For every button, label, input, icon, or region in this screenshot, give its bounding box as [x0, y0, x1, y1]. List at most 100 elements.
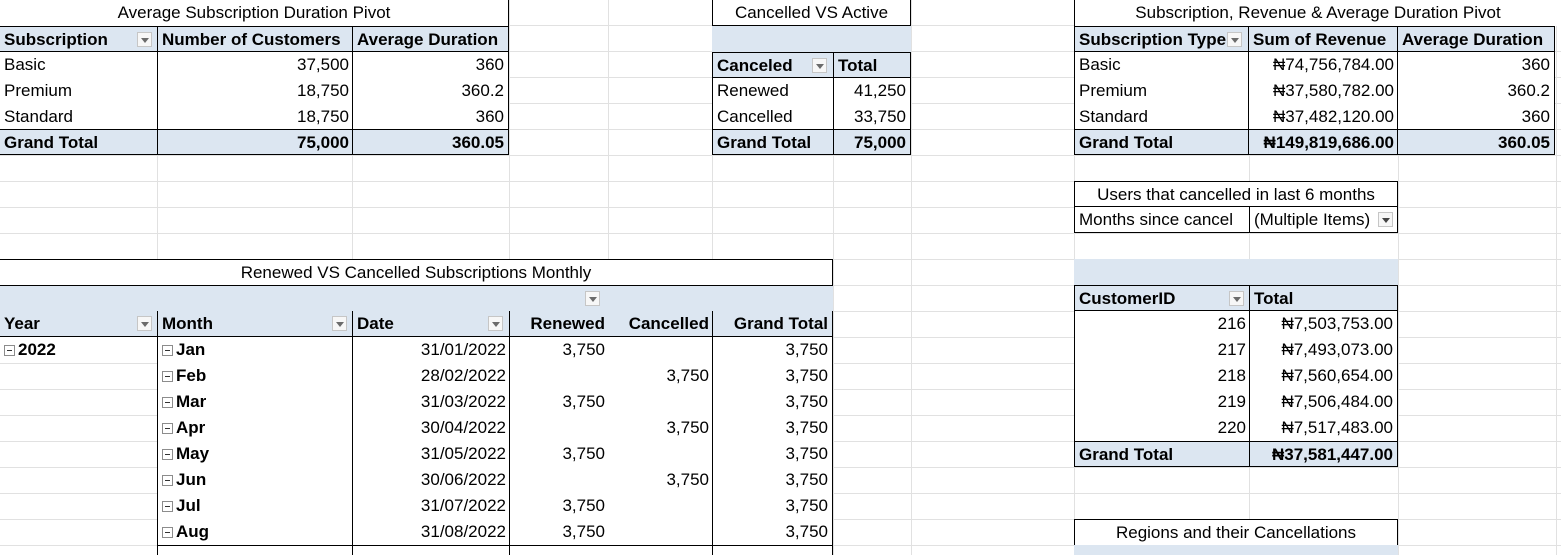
- month-row-label[interactable]: Jun: [157, 467, 353, 493]
- column-header-month[interactable]: Month: [157, 311, 353, 337]
- value-cell[interactable]: ₦7,493,073.00: [1249, 337, 1398, 363]
- date-cell[interactable]: 31/08/2022: [352, 519, 510, 545]
- filter-dropdown-icon[interactable]: [332, 316, 347, 331]
- column-header-sum-of-revenue[interactable]: Sum of Revenue: [1248, 26, 1398, 52]
- row-label[interactable]: Basic: [0, 52, 158, 78]
- date-cell[interactable]: 31/03/2022: [352, 389, 510, 415]
- value-cell[interactable]: [509, 415, 609, 441]
- date-cell[interactable]: 30/06/2022: [352, 467, 510, 493]
- value-cell[interactable]: [608, 493, 713, 519]
- filter-dropdown-icon[interactable]: [1227, 32, 1242, 47]
- filter-dropdown-icon[interactable]: [1229, 291, 1244, 306]
- grand-total-value[interactable]: ₦149,819,686.00: [1248, 129, 1398, 155]
- value-cell[interactable]: 360: [352, 104, 509, 130]
- column-header-subscription-type[interactable]: Subscription Type: [1074, 26, 1249, 52]
- grand-total-value[interactable]: 360.05: [352, 129, 509, 155]
- collapse-icon[interactable]: [4, 345, 15, 356]
- row-label[interactable]: Premium: [0, 78, 158, 104]
- date-cell[interactable]: 31/01/2022: [352, 337, 510, 363]
- row-label[interactable]: Basic: [1074, 52, 1249, 78]
- month-row-label[interactable]: Aug: [157, 519, 353, 545]
- value-cell[interactable]: 3,750: [509, 519, 609, 545]
- value-cell[interactable]: 3,750: [608, 467, 713, 493]
- month-row-label[interactable]: Mar: [157, 389, 353, 415]
- value-cell[interactable]: 3,750: [509, 389, 609, 415]
- value-cell[interactable]: 360.2: [1397, 78, 1555, 104]
- grand-total-value[interactable]: 75,000: [833, 129, 911, 155]
- column-header-cancelled[interactable]: Cancelled: [608, 311, 713, 337]
- value-cell[interactable]: 360: [1397, 104, 1555, 130]
- value-cell[interactable]: 3,750: [712, 467, 833, 493]
- column-header-renewed[interactable]: Renewed: [509, 311, 609, 337]
- filter-applied-icon[interactable]: [1378, 212, 1393, 227]
- column-header-average-duration[interactable]: Average Duration: [352, 26, 509, 52]
- value-cell[interactable]: [608, 519, 713, 545]
- column-header-date[interactable]: Date: [352, 311, 510, 337]
- grand-total-label[interactable]: Grand Total: [1074, 129, 1249, 155]
- collapse-icon[interactable]: [162, 371, 173, 382]
- filter-dropdown-icon[interactable]: [137, 316, 152, 331]
- report-filter-label[interactable]: Months since cancel: [1074, 207, 1250, 233]
- filter-dropdown-icon[interactable]: [488, 316, 503, 331]
- value-cell[interactable]: [509, 467, 609, 493]
- value-cell[interactable]: ₦7,503,753.00: [1249, 311, 1398, 337]
- value-cell[interactable]: 37,500: [157, 52, 353, 78]
- date-cell[interactable]: 30/04/2022: [352, 415, 510, 441]
- column-header-average-duration[interactable]: Average Duration: [1397, 26, 1555, 52]
- grand-total-label[interactable]: Grand Total: [0, 129, 158, 155]
- value-cell[interactable]: ₦7,560,654.00: [1249, 363, 1398, 389]
- value-cell[interactable]: ₦74,756,784.00: [1248, 52, 1398, 78]
- row-label[interactable]: Cancelled: [712, 104, 834, 130]
- value-cell[interactable]: 3,750: [509, 441, 609, 467]
- value-cell[interactable]: 41,250: [833, 78, 911, 104]
- filter-dropdown-icon[interactable]: [812, 58, 827, 73]
- row-label[interactable]: Standard: [0, 104, 158, 130]
- column-header-customers[interactable]: Number of Customers: [157, 26, 353, 52]
- collapse-icon[interactable]: [162, 449, 173, 460]
- value-cell[interactable]: 360.2: [352, 78, 509, 104]
- column-header-subscription[interactable]: Subscription: [0, 26, 158, 52]
- value-cell[interactable]: [509, 545, 609, 555]
- value-cell[interactable]: [608, 441, 713, 467]
- month-row-label[interactable]: May: [157, 441, 353, 467]
- value-cell[interactable]: [608, 389, 713, 415]
- collapse-icon[interactable]: [162, 423, 173, 434]
- month-row-label[interactable]: Jan: [157, 337, 353, 363]
- column-header-customer-id[interactable]: CustomerID: [1074, 285, 1250, 311]
- month-row-label[interactable]: Feb: [157, 363, 353, 389]
- value-cell[interactable]: 3,750: [712, 363, 833, 389]
- value-cell[interactable]: 33,750: [833, 104, 911, 130]
- row-label[interactable]: 220: [1074, 415, 1250, 441]
- value-cell[interactable]: 3,750: [712, 389, 833, 415]
- value-cell[interactable]: ₦37,580,782.00: [1248, 78, 1398, 104]
- value-cell[interactable]: 360: [1397, 52, 1555, 78]
- value-cell[interactable]: 3,750: [712, 441, 833, 467]
- value-cell[interactable]: [509, 363, 609, 389]
- date-cell[interactable]: 31/05/2022: [352, 441, 510, 467]
- grand-total-label[interactable]: Grand Total: [712, 129, 834, 155]
- value-cell[interactable]: 18,750: [157, 78, 353, 104]
- column-header-total[interactable]: Total: [833, 52, 911, 78]
- collapse-icon[interactable]: [162, 397, 173, 408]
- month-row-label[interactable]: Apr: [157, 415, 353, 441]
- grand-total-value[interactable]: 360.05: [1397, 129, 1555, 155]
- row-label[interactable]: 219: [1074, 389, 1250, 415]
- value-cell[interactable]: [608, 337, 713, 363]
- value-cell[interactable]: 3,750: [509, 493, 609, 519]
- value-cell[interactable]: ₦37,482,120.00: [1248, 104, 1398, 130]
- grand-total-value[interactable]: ₦37,581,447.00: [1249, 441, 1398, 467]
- value-cell[interactable]: 3,750: [712, 493, 833, 519]
- row-label[interactable]: 217: [1074, 337, 1250, 363]
- value-cell[interactable]: 3,750: [712, 519, 833, 545]
- column-header-grand-total[interactable]: Grand Total: [712, 311, 833, 337]
- column-filter-dropdown-icon[interactable]: [585, 291, 600, 306]
- value-cell[interactable]: ₦7,506,484.00: [1249, 389, 1398, 415]
- column-header-canceled[interactable]: Canceled: [712, 52, 834, 78]
- collapse-icon[interactable]: [162, 501, 173, 512]
- row-label[interactable]: 216: [1074, 311, 1250, 337]
- year-row-label[interactable]: 2022: [0, 337, 158, 363]
- value-cell[interactable]: 3,750: [608, 363, 713, 389]
- date-cell[interactable]: 31/07/2022: [352, 493, 510, 519]
- collapse-icon[interactable]: [162, 345, 173, 356]
- date-cell[interactable]: [352, 545, 510, 555]
